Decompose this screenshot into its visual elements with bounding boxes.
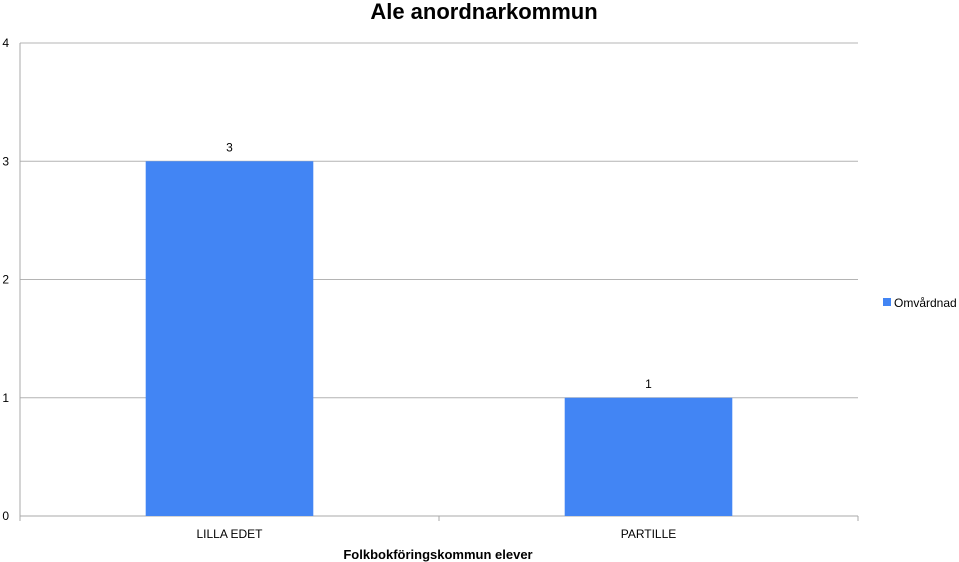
x-tick-label: LILLA EDET xyxy=(196,527,263,541)
x-tick-label: PARTILLE xyxy=(621,527,677,541)
legend-swatch xyxy=(883,298,891,306)
y-tick-label: 0 xyxy=(2,509,9,523)
data-labels: 31 xyxy=(226,140,652,391)
y-axis-ticks: 0 1 2 3 4 xyxy=(2,36,9,523)
bar xyxy=(145,161,314,516)
bar xyxy=(564,397,733,516)
y-tick-label: 1 xyxy=(2,391,9,405)
y-tick-label: 4 xyxy=(2,36,9,50)
y-tick-label: 2 xyxy=(2,273,9,287)
y-tick-label: 3 xyxy=(2,154,9,168)
x-axis-title: Folkbokföringskommun elever xyxy=(343,547,532,562)
bar-value-label: 3 xyxy=(226,140,233,154)
legend: Omvårdnad xyxy=(883,296,957,310)
bars xyxy=(145,161,733,516)
bar-value-label: 1 xyxy=(645,377,652,391)
chart-title: Ale anordnarkommun xyxy=(370,0,597,24)
legend-label: Omvårdnad xyxy=(894,296,957,310)
x-axis-ticks: LILLA EDET PARTILLE xyxy=(196,527,676,541)
